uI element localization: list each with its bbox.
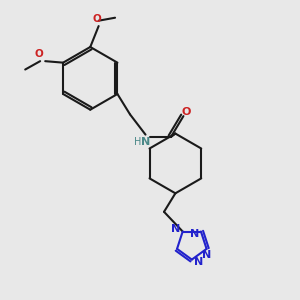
Text: N: N xyxy=(202,250,211,260)
Text: N: N xyxy=(194,257,203,267)
Text: N: N xyxy=(141,137,150,147)
Text: O: O xyxy=(182,107,191,117)
Text: H: H xyxy=(134,137,141,147)
Text: O: O xyxy=(93,14,101,24)
Text: N: N xyxy=(190,229,199,239)
Text: N: N xyxy=(172,224,181,234)
Text: O: O xyxy=(35,49,44,59)
